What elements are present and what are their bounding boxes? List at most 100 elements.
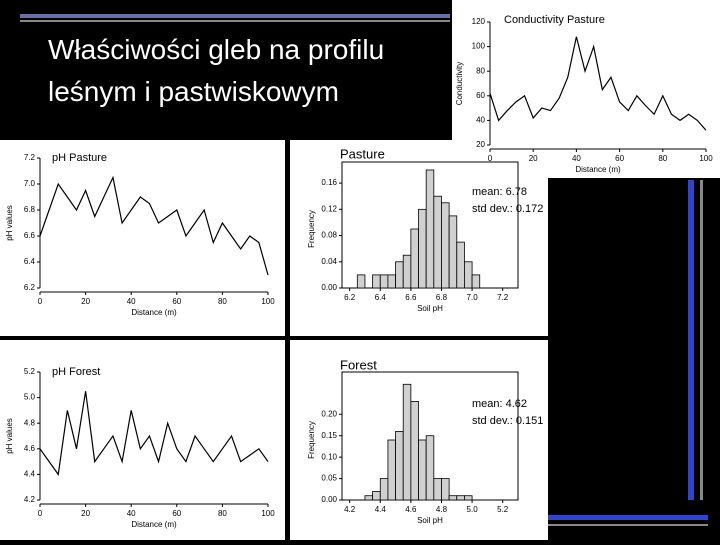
y-tick-label: 6.4 — [24, 257, 36, 266]
x-tick-label: 100 — [699, 154, 713, 163]
bar — [372, 491, 381, 501]
bar — [471, 274, 481, 289]
bar — [379, 274, 389, 289]
x-tick-label: 4.4 — [375, 505, 387, 514]
x-tick-label: 5.0 — [467, 505, 479, 514]
x-tick-label: 6.8 — [436, 293, 448, 302]
x-tick-label: 40 — [127, 509, 136, 518]
bar — [402, 383, 412, 501]
decor-bar — [548, 515, 708, 520]
bar — [356, 274, 366, 289]
y-axis-label: Conductivity — [455, 62, 464, 106]
x-tick-label: 60 — [172, 509, 181, 518]
bar — [410, 228, 419, 289]
bar — [418, 439, 427, 501]
chart-title: pH Pasture — [52, 152, 107, 164]
y-tick-label: 0.16 — [321, 178, 337, 187]
bar — [448, 215, 458, 289]
y-tick-label: 20 — [476, 140, 485, 149]
bar — [418, 208, 427, 289]
x-tick-label: 80 — [218, 509, 227, 518]
bar — [456, 495, 465, 501]
x-tick-label: 100 — [261, 297, 275, 306]
bar — [433, 478, 442, 501]
y-tick-label: 0.15 — [321, 431, 337, 440]
y-tick-label: 0.00 — [321, 283, 337, 292]
x-tick-label: 40 — [127, 297, 136, 306]
y-tick-label: 7.2 — [24, 153, 36, 162]
bar — [425, 169, 435, 289]
y-axis-label: pH values — [5, 205, 14, 241]
y-tick-label: 0.04 — [321, 257, 337, 266]
x-tick-label: 6.6 — [405, 293, 417, 302]
y-tick-label: 120 — [472, 17, 486, 26]
decor-bar — [700, 180, 703, 500]
x-tick-label: 20 — [529, 154, 538, 163]
x-axis-label: Distance (m) — [131, 520, 177, 529]
chart-title: Conductivity Pasture — [504, 14, 605, 26]
bar — [433, 195, 442, 289]
decor-bar — [548, 524, 708, 526]
bar — [379, 478, 389, 501]
chart-title: Pasture — [340, 146, 385, 161]
x-tick-label: 6.2 — [344, 293, 356, 302]
y-tick-label: 5.2 — [24, 367, 36, 376]
panel — [0, 340, 285, 540]
x-tick-label: 60 — [172, 297, 181, 306]
y-tick-label: 7.0 — [24, 179, 36, 188]
chart-title: pH Forest — [52, 366, 100, 378]
bar — [464, 261, 473, 289]
x-tick-label: 60 — [615, 154, 624, 163]
x-tick-label: 7.2 — [497, 293, 509, 302]
bar — [441, 478, 450, 501]
y-tick-label: 5.0 — [24, 393, 36, 402]
bar — [395, 261, 404, 289]
bar — [441, 202, 450, 289]
x-tick-label: 4.6 — [405, 505, 417, 514]
bar — [364, 495, 374, 501]
bar — [387, 439, 396, 501]
x-tick-label: 7.0 — [467, 293, 479, 302]
slide-title: Właściwości gleb na profilu leśnym i past… — [48, 34, 384, 107]
y-tick-label: 100 — [472, 42, 486, 51]
y-tick-label: 0.20 — [321, 409, 337, 418]
y-tick-label: 0.00 — [321, 495, 337, 504]
x-tick-label: 100 — [261, 509, 275, 518]
y-tick-label: 4.2 — [24, 495, 36, 504]
bar — [464, 495, 473, 501]
y-tick-label: 6.8 — [24, 205, 36, 214]
y-tick-label: 40 — [476, 116, 485, 125]
x-tick-label: 6.4 — [375, 293, 387, 302]
line — [39, 391, 269, 476]
x-tick-label: 40 — [572, 154, 581, 163]
x-tick-label: 4.8 — [436, 505, 448, 514]
bar — [387, 274, 396, 289]
y-tick-label: 6.6 — [24, 231, 36, 240]
decor-bar — [20, 14, 450, 18]
line — [489, 36, 707, 131]
bar — [395, 431, 404, 501]
y-tick-label: 4.6 — [24, 444, 36, 453]
chart-title: Forest — [340, 357, 377, 372]
x-tick-label: 80 — [658, 154, 667, 163]
x-tick-label: 0 — [488, 154, 493, 163]
bar — [425, 435, 435, 501]
y-tick-label: 0.10 — [321, 452, 337, 461]
bar — [410, 401, 419, 501]
y-axis-label: pH values — [5, 418, 14, 454]
decor-bar — [20, 20, 450, 22]
x-axis-label: Distance (m) — [575, 165, 621, 174]
annotation: mean: 4.62 — [472, 398, 527, 410]
y-axis-label: Frequency — [307, 421, 316, 459]
x-axis-label: Distance (m) — [131, 308, 177, 317]
annotation: mean: 6.78 — [472, 186, 527, 198]
x-tick-label: 5.2 — [497, 505, 509, 514]
y-tick-label: 80 — [476, 66, 485, 75]
x-tick-label: 20 — [81, 297, 90, 306]
annotation: std dev.: 0.172 — [472, 203, 543, 215]
annotation: std dev.: 0.151 — [472, 415, 543, 427]
x-tick-label: 0 — [38, 509, 43, 518]
y-tick-label: 4.4 — [24, 470, 36, 479]
